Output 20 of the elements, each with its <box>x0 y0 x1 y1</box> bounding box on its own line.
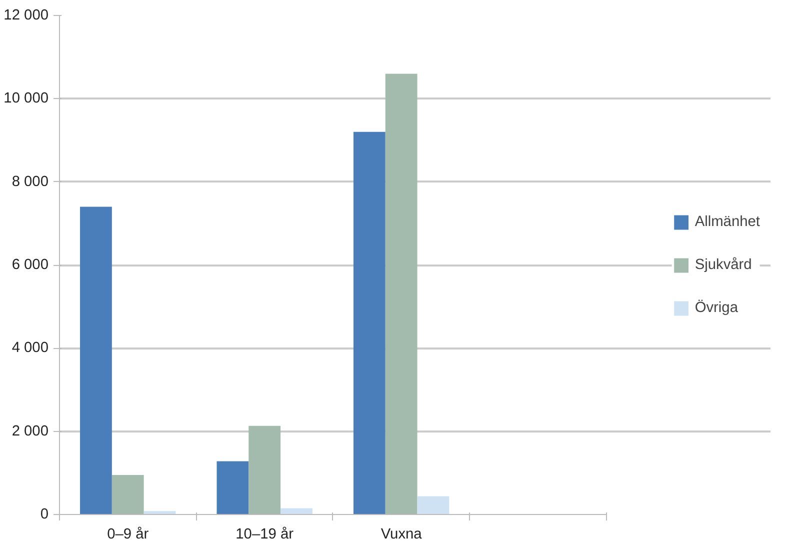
bar <box>112 474 144 514</box>
legend-label: Allmänhet <box>694 214 760 230</box>
y-tick-label: 0 <box>40 506 49 522</box>
bar <box>385 74 418 514</box>
x-tick-label: 0–9 år <box>107 526 149 542</box>
y-tick-label: 2 000 <box>12 423 49 440</box>
legend-label: Övriga <box>694 300 738 316</box>
y-tick-label: 8 000 <box>12 174 49 190</box>
bar <box>353 132 386 514</box>
y-tick-label: 10 000 <box>4 90 48 107</box>
x-tick-label: Vuxna <box>380 526 423 542</box>
bar <box>417 496 450 514</box>
bar <box>248 426 281 514</box>
bar <box>216 461 249 514</box>
y-tick-label: 4 000 <box>12 340 49 356</box>
x-tick-label: 10–19 år <box>236 526 294 542</box>
legend-label: Sjukvård <box>694 256 752 272</box>
y-tick-label: 6 000 <box>12 257 49 273</box>
y-tick-label: 12 000 <box>4 8 48 24</box>
bar <box>80 206 112 514</box>
